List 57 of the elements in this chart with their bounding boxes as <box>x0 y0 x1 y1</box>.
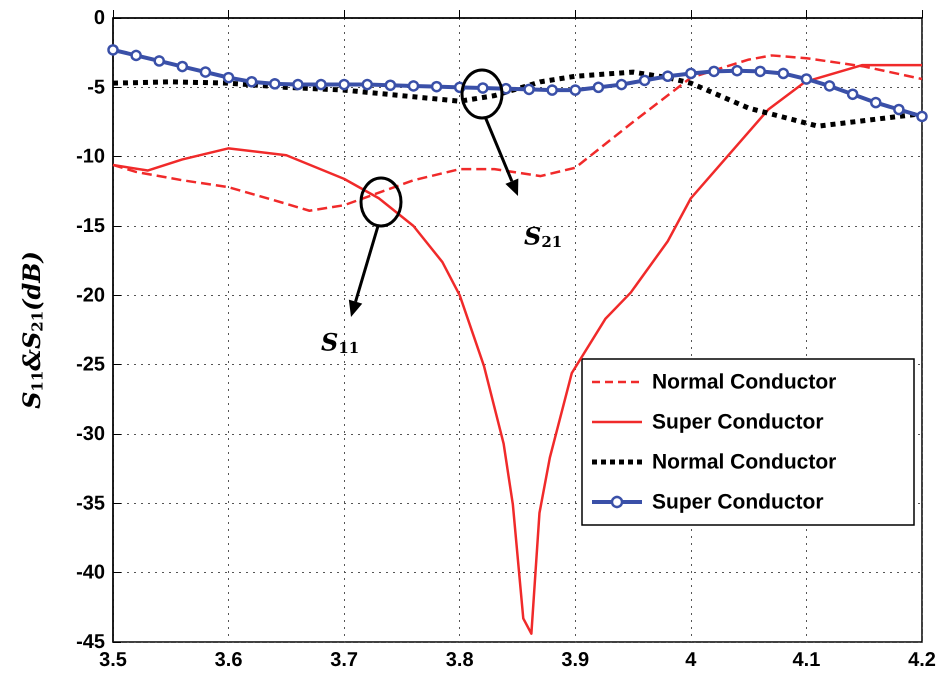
point <box>200 66 212 78</box>
y-tick-label: -10 <box>76 146 105 168</box>
point <box>846 88 858 100</box>
annotation: S21 <box>524 222 562 251</box>
point <box>246 76 258 88</box>
y-tick-label: -25 <box>76 354 105 376</box>
legend-label: Super Conductor <box>652 490 824 514</box>
point <box>430 80 442 92</box>
point <box>408 80 420 92</box>
point <box>800 73 812 85</box>
y-axis-title: S11&S21(dB) <box>17 251 46 409</box>
legend-label: Normal Conductor <box>652 370 836 394</box>
point <box>616 78 628 90</box>
y-tick-label: -30 <box>76 423 105 445</box>
point <box>731 64 743 76</box>
point <box>477 82 489 94</box>
point <box>222 72 234 84</box>
point <box>754 66 766 78</box>
point <box>107 44 119 56</box>
point <box>778 68 790 80</box>
point <box>523 84 535 96</box>
point <box>384 80 396 91</box>
x-tick-label: 3.9 <box>561 649 590 671</box>
point <box>292 78 304 90</box>
point <box>269 78 281 90</box>
legend-label: Super Conductor <box>652 410 824 434</box>
x-tick-label: 4.2 <box>908 649 936 671</box>
y-tick-label: -5 <box>87 76 105 98</box>
annotation: S11 <box>321 328 360 357</box>
point <box>638 74 650 86</box>
legend-label: Normal Conductor <box>652 450 836 474</box>
point <box>592 82 604 94</box>
point <box>130 50 142 62</box>
y-tick-label: -35 <box>76 492 105 514</box>
point <box>662 70 674 82</box>
point <box>362 78 374 90</box>
point <box>824 80 836 92</box>
point <box>176 60 188 72</box>
y-tick-label: -15 <box>76 215 105 237</box>
point <box>546 84 558 96</box>
point <box>708 66 720 78</box>
x-tick-label: 3.7 <box>330 649 358 671</box>
y-tick-label: -40 <box>76 562 105 584</box>
point <box>338 78 350 90</box>
point <box>870 96 882 108</box>
point <box>916 110 928 122</box>
point <box>685 68 697 80</box>
x-tick-label: 4 <box>685 649 698 671</box>
y-tick-label: 0 <box>94 7 105 29</box>
x-tick-label: 3.8 <box>446 649 474 671</box>
point <box>153 55 165 67</box>
point <box>315 78 327 90</box>
point <box>570 84 582 96</box>
x-tick-label: 4.1 <box>792 649 820 671</box>
x-tick-label: 3.6 <box>214 649 242 671</box>
point <box>893 104 905 116</box>
y-tick-label: -20 <box>76 284 105 306</box>
